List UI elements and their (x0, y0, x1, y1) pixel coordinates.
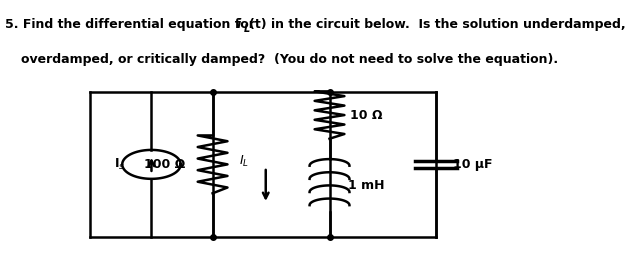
Text: overdamped, or critically damped?  (You do not need to solve the equation).: overdamped, or critically damped? (You d… (21, 53, 558, 65)
Text: I$_s$: I$_s$ (114, 157, 125, 172)
Text: (t) in the circuit below.  Is the solution underdamped,: (t) in the circuit below. Is the solutio… (249, 18, 626, 31)
Text: L: L (244, 24, 249, 34)
Text: i: i (237, 18, 240, 31)
Text: 5. Find the differential equation for: 5. Find the differential equation for (5, 18, 260, 31)
Text: $I_L$: $I_L$ (239, 154, 249, 169)
Text: 10 μF: 10 μF (453, 158, 493, 171)
Text: 10 Ω: 10 Ω (350, 109, 383, 122)
Text: 1 mH: 1 mH (349, 179, 385, 192)
Text: 100 Ω: 100 Ω (144, 158, 185, 171)
